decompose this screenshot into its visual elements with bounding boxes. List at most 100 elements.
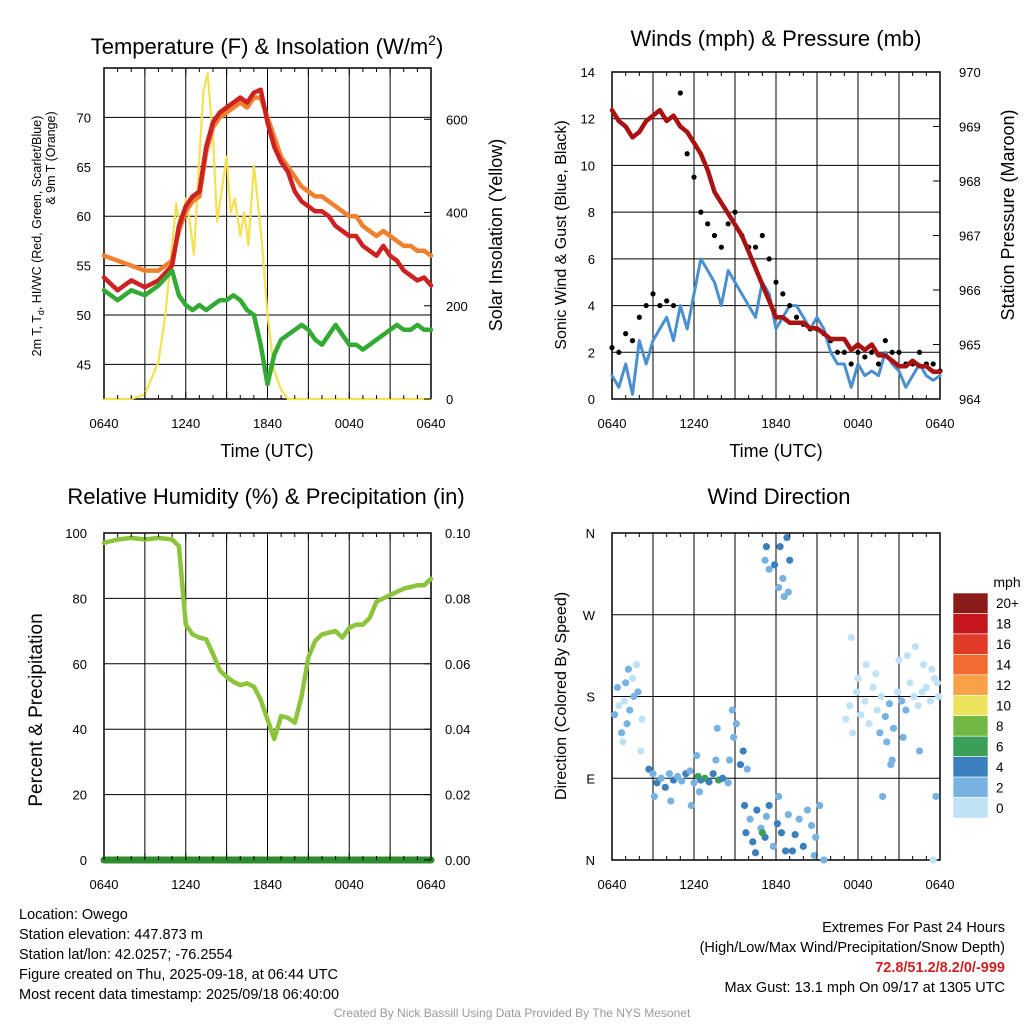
dir-xtick-label: 0040 [844,877,873,892]
dir-title: Wind Direction [707,484,850,509]
direction-point [762,812,771,821]
direction-point [775,583,783,592]
direction-point [902,706,910,714]
direction-point [623,720,631,728]
direction-point [667,797,675,805]
gust-point [705,221,711,227]
station-elevation: Station elevation: 447.873 m [19,927,203,943]
colorbar-swatch [952,694,989,717]
direction-point [898,697,906,705]
direction-point [788,847,797,855]
direction-point [887,761,895,769]
rh-ytick-label: 0 [80,853,87,868]
direction-point [740,801,749,810]
direction-point [769,842,777,850]
wind-yright-tick-label: 964 [959,392,981,407]
temp-yright-tick-label: 600 [446,112,468,127]
direction-point [728,706,736,714]
direction-point [932,792,940,801]
direction-point [810,851,818,860]
rh-xtick-label: 0040 [335,877,364,892]
gust-point [848,361,854,367]
direction-point [773,820,781,828]
wind-ytick-label: 6 [588,252,595,267]
direction-point [777,829,786,837]
gust-point [916,349,923,355]
direction-point [862,661,870,669]
direction-point [633,661,641,669]
direction-point [779,574,787,583]
direction-point [736,761,745,769]
station-info: Location: Owego Station elevation: 447.8… [19,905,339,1005]
direction-point [842,715,850,723]
direction-point [803,806,812,814]
direction-point [895,656,903,664]
direction-point [853,688,861,696]
direction-point [865,720,873,728]
direction-point [661,783,669,791]
extremes-values: 72.8/51.2/8.2/0/-999 [875,960,1005,976]
direction-point [861,697,869,705]
direction-point [650,792,658,801]
rh-line [101,535,434,742]
direction-point [761,556,769,564]
pressure-line [609,107,943,375]
direction-point [920,661,928,669]
direction-point [807,821,816,830]
wind-title: Winds (mph) & Pressure (mb) [631,26,922,51]
direction-point [812,833,820,841]
gust-point [793,314,800,320]
direction-point [911,642,920,651]
direction-point [906,679,914,687]
gust-point [841,349,847,355]
direction-point [622,679,630,687]
direction-point [724,779,732,787]
direction-point [765,565,773,573]
rh-yright-tick-label: 0.04 [445,722,470,737]
figure-created: Figure created on Thu, 2025-09-18, at 06… [19,967,338,983]
direction-point [876,729,884,737]
colorbar-swatch [952,633,989,655]
colorbar-label: 20+ [996,596,1019,611]
colorbar-swatch [952,592,989,614]
direction-point [730,733,738,741]
direction-point [690,779,698,787]
temp-ytick-label: 65 [77,160,91,175]
direction-point [928,665,936,673]
direction-point [725,756,734,764]
direction-point [634,688,642,696]
direction-point [758,829,766,837]
direction-point [933,679,941,687]
gust-point [664,298,670,304]
dir-ylabel: Direction (Colored By Speed) [553,592,570,800]
colorbar-swatch [952,654,989,676]
direction-point [816,801,824,810]
gust-point [643,302,649,309]
temp-xtick-label: 1240 [171,416,200,431]
wind-yright-tick-label: 966 [959,283,981,298]
direction-point [869,683,877,692]
direction-point [915,747,924,755]
station-latlon: Station lat/lon: 42.0257; -76.2554 [19,947,233,963]
rh-xtick-label: 1240 [171,877,200,892]
colorbar-label: 6 [996,739,1004,754]
rh-ytick-label: 80 [73,591,87,606]
direction-point [872,670,880,678]
gust-point [855,349,861,355]
temp-xtick-label: 1840 [253,416,282,431]
wind-yright-tick-label: 970 [959,65,981,80]
rh-title: Relative Humidity (%) & Precipitation (i… [67,484,464,509]
temp-title: Temperature (F) & Insolation (W/m2) [91,32,444,59]
direction-point [749,838,757,846]
rh-xtick-label: 1840 [253,877,282,892]
colorbar-swatch [952,797,989,819]
temp-ylabel-part: , HI/WC (Red, Green, Scarlet/Blue) [30,116,44,311]
direction-point [922,683,930,692]
direction-point [693,751,701,760]
wind-ytick-label: 2 [588,345,595,360]
temp-title-close: ) [436,34,443,59]
gust-point [896,349,902,355]
gust-point [882,338,888,344]
direction-point [799,842,807,850]
wind-ytick-label: 8 [588,205,595,220]
